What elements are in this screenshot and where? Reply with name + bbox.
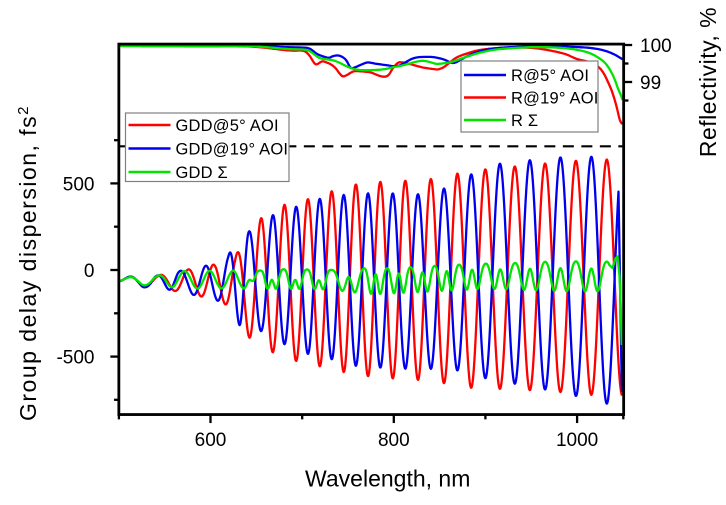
svg-text:GDD@5° AOI: GDD@5° AOI bbox=[176, 117, 279, 135]
svg-text:1000: 1000 bbox=[556, 430, 598, 451]
svg-text:Wavelength, nm: Wavelength, nm bbox=[305, 466, 470, 492]
svg-text:0: 0 bbox=[84, 261, 95, 282]
svg-text:600: 600 bbox=[195, 430, 227, 451]
svg-text:100: 100 bbox=[640, 36, 672, 57]
svg-text:R@5° AOI: R@5° AOI bbox=[511, 67, 589, 85]
svg-text:Reflectivity, %: Reflectivity, % bbox=[695, 7, 721, 157]
svg-text:GDD@19° AOI: GDD@19° AOI bbox=[176, 140, 289, 158]
svg-text:R@19° AOI: R@19° AOI bbox=[511, 89, 599, 107]
svg-text:800: 800 bbox=[378, 430, 410, 451]
svg-text:-500: -500 bbox=[56, 348, 94, 369]
svg-text:R Σ: R Σ bbox=[511, 112, 538, 130]
svg-text:99: 99 bbox=[640, 73, 661, 94]
svg-text:GDD Σ: GDD Σ bbox=[176, 164, 228, 182]
svg-text:Group delay dispersion, fs2: Group delay dispersion, fs2 bbox=[15, 105, 41, 421]
svg-text:500: 500 bbox=[63, 174, 95, 195]
